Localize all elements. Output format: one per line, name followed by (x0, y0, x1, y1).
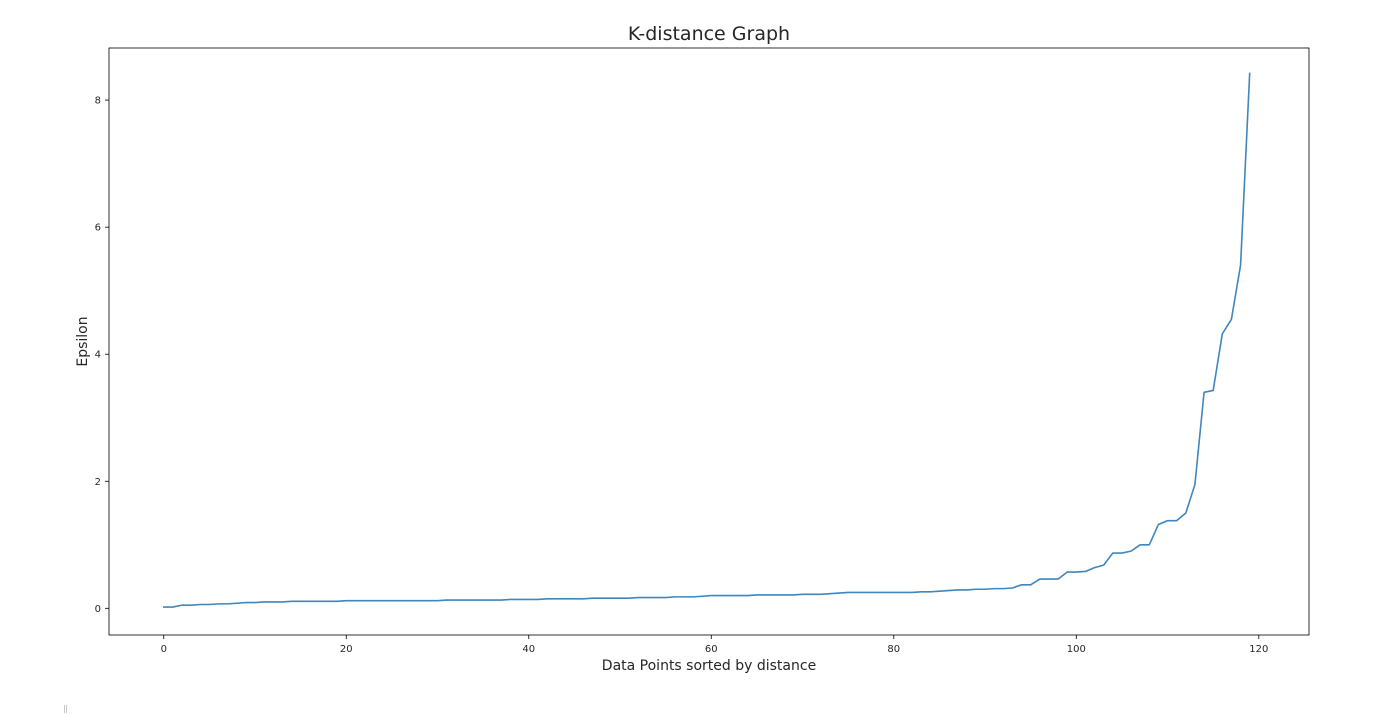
y-axis: 0 2 4 6 8 (95, 96, 109, 615)
y-tick-label: 6 (95, 223, 101, 234)
x-tick-label: 120 (1249, 644, 1268, 655)
series-line (162, 72, 1251, 608)
x-tick-label: 20 (340, 644, 353, 655)
y-tick-label: 0 (95, 604, 101, 615)
chart-title: K-distance Graph (628, 23, 790, 45)
y-tick-label: 2 (95, 477, 101, 488)
y-tick-label: 4 (95, 350, 101, 361)
x-tick-label: 0 (161, 644, 167, 655)
x-axis: 0 20 40 60 80 100 120 (161, 635, 1268, 655)
x-tick-label: 40 (522, 644, 535, 655)
x-tick-label: 80 (887, 644, 900, 655)
plot-frame (108, 47, 1310, 636)
x-tick-label: 60 (705, 644, 718, 655)
resize-handle-icon[interactable] (64, 705, 67, 713)
x-tick-label: 100 (1067, 644, 1086, 655)
y-tick-label: 8 (95, 96, 101, 107)
x-axis-label: Data Points sorted by distance (602, 658, 816, 674)
y-axis-label: Epsilon (75, 316, 91, 366)
